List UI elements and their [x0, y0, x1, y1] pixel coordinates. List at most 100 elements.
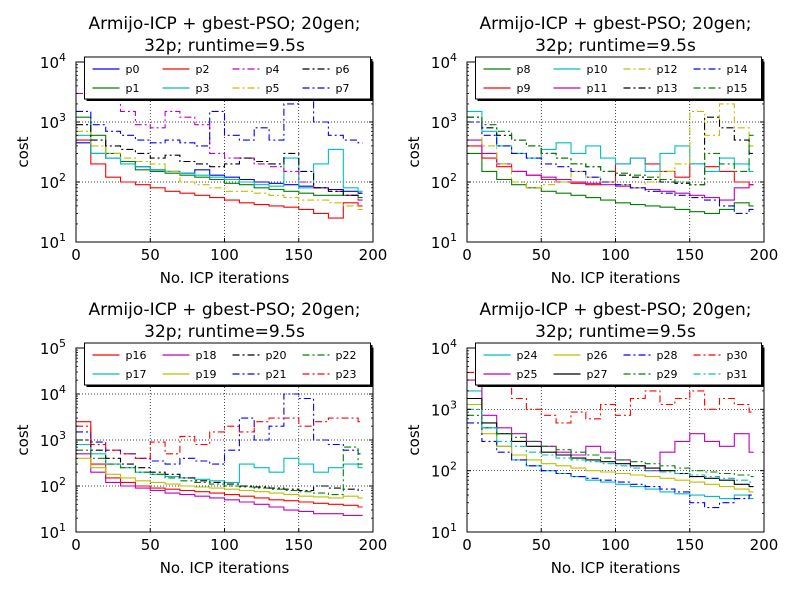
series-line-p12	[467, 103, 754, 189]
legend-label-p21: p21	[266, 368, 287, 381]
series-line-p11	[467, 139, 754, 201]
legend-label-p10: p10	[587, 63, 608, 76]
legend-label-p22: p22	[336, 349, 357, 362]
series-line-p29	[467, 414, 754, 478]
series-line-p8	[467, 152, 754, 214]
legend-label-p11: p11	[587, 82, 608, 95]
y-tick-label: 104	[431, 337, 457, 358]
y-tick-label: 104	[40, 51, 66, 72]
legend-label-p5: p5	[266, 82, 280, 95]
x-tick-label: 200	[359, 536, 388, 554]
x-tick-label: 150	[675, 246, 704, 264]
x-tick-label: 0	[462, 536, 472, 554]
series-group	[76, 92, 363, 219]
series-line-p19	[76, 457, 363, 499]
y-tick-label: 101	[40, 521, 66, 542]
series-line-p7	[76, 92, 363, 147]
series-group	[467, 371, 754, 509]
x-axis-label: No. ICP iterations	[551, 559, 681, 577]
y-tick-label: 102	[431, 460, 457, 481]
series-line-p2	[76, 139, 363, 219]
series-line-p1	[76, 116, 363, 199]
x-axis-label: No. ICP iterations	[160, 559, 290, 577]
x-tick-label: 0	[71, 536, 81, 554]
legend-label-p7: p7	[336, 82, 350, 95]
y-axis-label: cost	[405, 424, 423, 455]
legend-label-p2: p2	[196, 63, 210, 76]
chart-panel-3: 0 50 100 150 200 101 102 103 104 Armijo-ICP + gbe…	[405, 300, 778, 577]
y-tick-label: 101	[431, 231, 457, 252]
series-line-p24	[467, 390, 754, 500]
series-line-p25	[467, 379, 754, 472]
legend-box	[475, 342, 762, 386]
legend-label-p24: p24	[517, 349, 538, 362]
y-tick-label: 103	[40, 111, 66, 132]
series-line-p17	[76, 443, 363, 483]
legend-label-p31: p31	[727, 368, 748, 381]
chart-title-line1: Armijo-ICP + gbest-PSO; 20gen;	[480, 300, 752, 320]
chart-panel-1: 0 50 100 150 200 101 102 103 104 Armijo-ICP + gbe…	[405, 14, 778, 287]
y-axis-label: cost	[14, 136, 32, 167]
legend-label-p27: p27	[587, 368, 608, 381]
x-axis-label: No. ICP iterations	[160, 269, 290, 287]
series-line-p18	[76, 453, 363, 516]
chart-panel-2: 0 50 100 150 200 101 102 103 104 105 Armijo-ICP + …	[14, 300, 387, 577]
x-tick-label: 100	[601, 246, 630, 264]
x-tick-label: 0	[71, 246, 81, 264]
x-tick-label: 50	[532, 536, 551, 554]
chart-title-line1: Armijo-ICP + gbest-PSO; 20gen;	[480, 14, 752, 34]
series-line-p27	[467, 397, 754, 488]
legend-label-p30: p30	[727, 349, 748, 362]
x-tick-label: 150	[675, 536, 704, 554]
y-tick-label: 103	[431, 111, 457, 132]
legend-label-p17: p17	[126, 368, 147, 381]
legend-box	[84, 56, 371, 100]
legend-label-p4: p4	[266, 63, 280, 76]
x-tick-label: 50	[141, 536, 160, 554]
series-line-p30	[467, 371, 754, 424]
series-line-p3	[76, 134, 363, 192]
series-line-p21	[76, 393, 363, 465]
legend-label-p6: p6	[336, 63, 350, 76]
y-tick-label: 103	[431, 398, 457, 419]
legend-box	[475, 56, 762, 100]
x-tick-label: 0	[462, 246, 472, 264]
series-group	[76, 393, 363, 516]
y-tick-label: 102	[40, 171, 66, 192]
x-tick-label: 50	[141, 246, 160, 264]
legend-label-p13: p13	[657, 82, 678, 95]
y-tick-label: 101	[40, 231, 66, 252]
legend-label-p19: p19	[196, 368, 217, 381]
legend-label-p28: p28	[657, 349, 678, 362]
chart-title-line2: 32p; runtime=9.5s	[144, 36, 305, 56]
series-line-p26	[467, 403, 754, 493]
legend-label-p9: p9	[517, 82, 531, 95]
x-tick-label: 50	[532, 246, 551, 264]
chart-title-line1: Armijo-ICP + gbest-PSO; 20gen;	[89, 14, 361, 34]
series-line-p5	[76, 130, 363, 210]
series-group	[467, 103, 754, 214]
x-tick-label: 200	[750, 536, 779, 554]
series-line-p16	[76, 421, 363, 508]
y-tick-label: 105	[40, 337, 66, 358]
series-line-p22	[76, 446, 363, 496]
chart-title-line1: Armijo-ICP + gbest-PSO; 20gen;	[89, 300, 361, 320]
chart-panel-0: 0 50 100 150 200 101 102 103 104 Armijo-ICP + gbe…	[14, 14, 387, 287]
legend-label-p0: p0	[126, 63, 140, 76]
x-tick-label: 200	[750, 246, 779, 264]
series-line-p4	[76, 92, 363, 201]
series-line-p13	[467, 116, 754, 186]
chart-title-line2: 32p; runtime=9.5s	[144, 322, 305, 342]
legend-label-p25: p25	[517, 368, 538, 381]
legend-label-p14: p14	[727, 63, 748, 76]
legend-label-p20: p20	[266, 349, 287, 362]
chart-title-line2: 32p; runtime=9.5s	[535, 36, 696, 56]
y-axis-label: cost	[14, 424, 32, 455]
legend-label-p16: p16	[126, 349, 147, 362]
y-tick-label: 101	[431, 521, 457, 542]
legend-label-p12: p12	[657, 63, 678, 76]
x-tick-label: 150	[284, 246, 313, 264]
x-tick-label: 100	[210, 536, 239, 554]
legend-label-p23: p23	[336, 368, 357, 381]
legend-label-p3: p3	[196, 82, 210, 95]
